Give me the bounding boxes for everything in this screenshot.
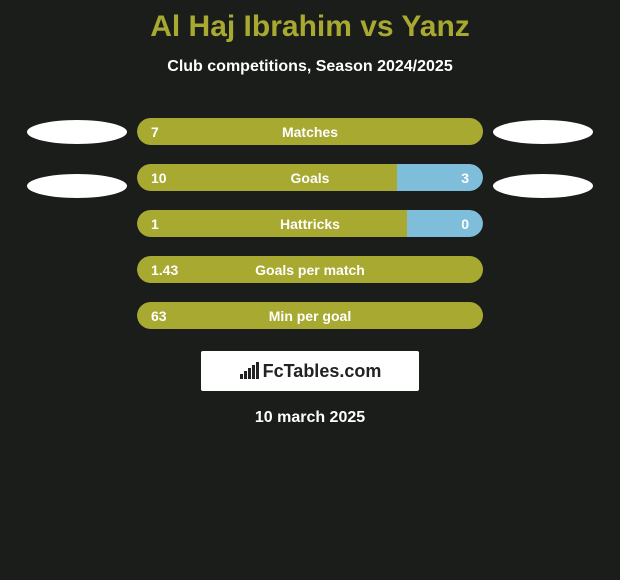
player-badge [493, 120, 593, 144]
left-player-badges [17, 118, 137, 198]
logo-box: FcTables.com [201, 351, 419, 391]
page-subtitle: Club competitions, Season 2024/2025 [167, 58, 452, 76]
stat-bar: 63Min per goal [137, 302, 483, 329]
stat-bar: 10Hattricks [137, 210, 483, 237]
logo-text: FcTables.com [263, 361, 382, 382]
stat-label: Goals per match [137, 256, 483, 283]
bar-chart-icon [239, 362, 261, 380]
comparison-infographic: Al Haj Ibrahim vs Yanz Club competitions… [0, 0, 620, 427]
stat-bars: 7Matches 103Goals 10Hattricks 1.43Goals per… [137, 118, 483, 329]
right-player-badges [483, 118, 603, 198]
stat-label: Min per goal [137, 302, 483, 329]
stat-bar: 7Matches [137, 118, 483, 145]
stat-label: Matches [137, 118, 483, 145]
stats-area: 7Matches 103Goals 10Hattricks 1.43Goals per… [0, 118, 620, 329]
date-label: 10 march 2025 [255, 409, 365, 427]
page-title: Al Haj Ibrahim vs Yanz [150, 10, 470, 44]
stat-label: Goals [137, 164, 483, 191]
player-badge [27, 120, 127, 144]
stat-bar: 1.43Goals per match [137, 256, 483, 283]
stat-bar: 103Goals [137, 164, 483, 191]
player-badge [27, 174, 127, 198]
stat-label: Hattricks [137, 210, 483, 237]
player-badge [493, 174, 593, 198]
